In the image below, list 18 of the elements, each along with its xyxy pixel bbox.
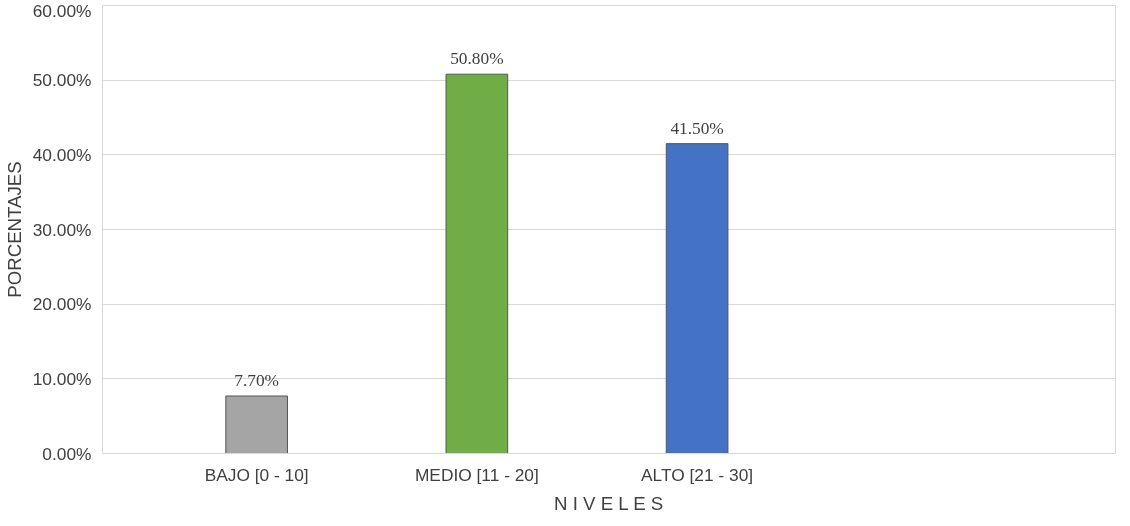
x-tick-label: MEDIO [11 - 20] <box>414 464 539 485</box>
x-axis-title: N I V E L E S <box>554 492 664 514</box>
data-label: 7.70% <box>234 371 280 391</box>
y-tick-label: 50.00% <box>32 70 92 91</box>
y-tick-label: 30.00% <box>32 219 92 240</box>
data-label: 41.50% <box>670 118 724 138</box>
bar <box>665 143 729 454</box>
x-tick-label: ALTO [21 - 30] <box>641 464 754 485</box>
y-tick-label: 20.00% <box>32 294 92 315</box>
bar <box>445 73 509 454</box>
y-tick-label: 0.00% <box>42 443 92 464</box>
x-tick-label: BAJO [0 - 10] <box>204 464 309 485</box>
y-tick-label: 10.00% <box>32 368 92 389</box>
bar <box>225 395 288 454</box>
y-tick-label: 40.00% <box>32 144 92 165</box>
y-tick-label: 60.00% <box>32 0 92 21</box>
data-label: 50.80% <box>450 49 504 69</box>
y-axis-title: PORCENTAJES <box>3 161 25 298</box>
